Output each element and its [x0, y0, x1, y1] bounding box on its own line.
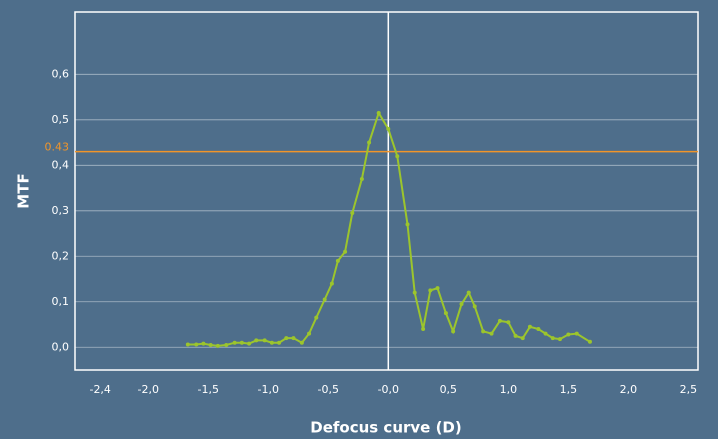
x-tick-label: 0,5 [440, 383, 458, 396]
data-point [587, 339, 592, 344]
data-point [307, 331, 312, 336]
data-point [335, 258, 340, 263]
y-tick-label: 0,6 [52, 67, 70, 80]
data-point [451, 329, 456, 334]
data-point [421, 327, 426, 332]
y-tick-label: 0,4 [52, 158, 70, 171]
data-point [322, 297, 327, 302]
y-tick-label: 0,1 [52, 295, 70, 308]
data-point [350, 211, 355, 216]
data-point [513, 333, 518, 338]
data-point [489, 331, 494, 336]
data-point [269, 340, 274, 345]
data-point [405, 222, 410, 227]
data-point [343, 249, 348, 254]
data-point [201, 341, 206, 346]
data-point [376, 110, 381, 115]
data-point [435, 286, 440, 291]
x-tick-label: -2,0 [137, 383, 158, 396]
x-axis-title: Defocus curve (D) [310, 419, 461, 437]
data-point [543, 331, 548, 336]
data-point [395, 154, 400, 159]
x-tick-label: -0,0 [378, 383, 399, 396]
data-point [215, 343, 220, 348]
data-point [359, 176, 364, 181]
data-point [412, 290, 417, 295]
data-point [291, 336, 296, 341]
data-point [443, 311, 448, 316]
data-point [284, 336, 289, 341]
data-point [329, 281, 334, 286]
data-point [254, 338, 259, 343]
data-point [314, 315, 319, 320]
data-point [472, 304, 477, 309]
y-tick-label: 0,5 [52, 113, 70, 126]
data-point [224, 342, 229, 347]
data-point [459, 302, 464, 307]
data-point [466, 290, 471, 295]
plot-frame [74, 11, 699, 371]
data-point [566, 332, 571, 337]
y-tick-label: 0,2 [52, 249, 70, 262]
y-axis-title: MTF [15, 173, 33, 208]
data-point [428, 288, 433, 293]
data-point [262, 338, 267, 343]
data-point [194, 342, 199, 347]
data-point [277, 340, 282, 345]
data-point [497, 318, 502, 323]
data-point [574, 331, 579, 336]
x-tick-label: -2,4 [89, 383, 110, 396]
data-point [527, 324, 532, 329]
data-point [557, 337, 562, 342]
x-tick-label: 1,5 [560, 383, 578, 396]
x-tick-label: -0,5 [318, 383, 339, 396]
y-tick-label: 0,0 [52, 340, 70, 353]
data-point [208, 342, 213, 347]
x-tick-label: -1,5 [198, 383, 219, 396]
x-tick-label: 2,5 [680, 383, 698, 396]
x-tick-label: -1,0 [258, 383, 279, 396]
data-point [520, 336, 525, 341]
data-point [367, 140, 372, 145]
x-tick-label: 1,0 [500, 383, 518, 396]
reference-label: 0.43 [45, 141, 70, 154]
data-point [185, 342, 190, 347]
data-point [239, 340, 244, 345]
data-point [481, 329, 486, 334]
data-point [550, 336, 555, 341]
y-tick-label: 0,3 [52, 204, 70, 217]
data-point [247, 341, 252, 346]
data-point [386, 126, 391, 131]
data-point [506, 320, 511, 325]
data-line [187, 110, 591, 347]
data-point [232, 340, 237, 345]
data-point [536, 327, 541, 332]
data-point [299, 340, 304, 345]
x-tick-label: 2,0 [620, 383, 638, 396]
